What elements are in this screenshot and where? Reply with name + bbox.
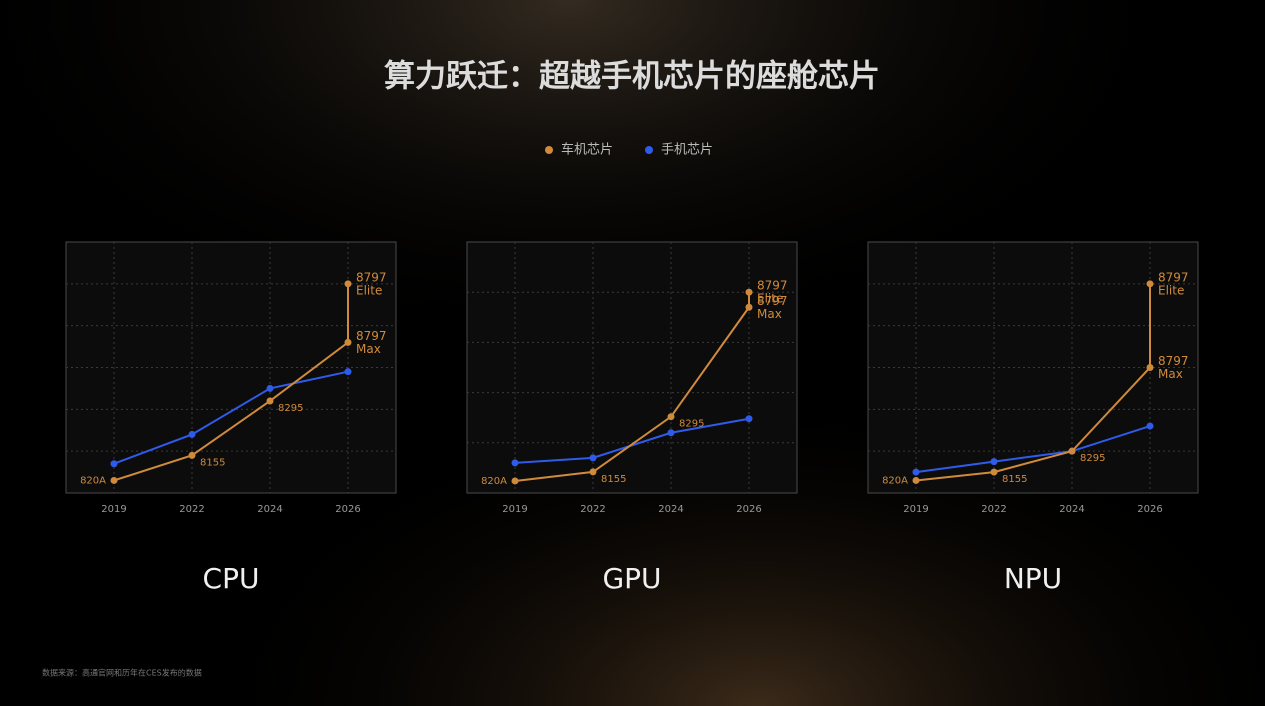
x-tick-label: 2026 (335, 504, 360, 515)
data-point (188, 430, 196, 438)
data-point (344, 368, 352, 376)
point-label: Elite (1158, 283, 1184, 297)
point-label: Max (1158, 367, 1183, 381)
point-label: Max (757, 307, 782, 321)
data-point (667, 413, 675, 421)
x-tick-label: 2022 (179, 504, 204, 515)
point-label: 8155 (601, 474, 626, 485)
legend-dot (545, 146, 553, 154)
x-tick-label: 2019 (903, 504, 928, 515)
point-label: 8295 (1080, 453, 1105, 464)
point-label: Elite (757, 292, 783, 306)
data-point (912, 468, 920, 476)
data-point (344, 338, 352, 346)
legend-dot (645, 146, 653, 154)
point-label: 820A (80, 475, 106, 486)
point-label: Elite (356, 283, 382, 297)
data-point (912, 476, 920, 484)
data-point (990, 458, 998, 466)
data-point (511, 477, 519, 485)
legend-label: 车机芯片 (561, 142, 613, 158)
data-point (1146, 422, 1154, 430)
x-tick-label: 2022 (981, 504, 1006, 515)
data-point (589, 454, 597, 462)
point-label: 8797 (757, 279, 788, 293)
series-line (113, 370, 349, 465)
data-point (990, 468, 998, 476)
point-label: 8155 (1002, 474, 1027, 485)
point-label: 8797 (1158, 270, 1189, 284)
data-point (110, 460, 118, 468)
data-point (745, 288, 753, 296)
data-point (745, 415, 753, 423)
data-point (589, 468, 597, 476)
data-point (110, 476, 118, 484)
slide-title: 算力跃迁：超越手机芯片的座舱芯片 (384, 59, 880, 95)
x-tick-label: 2024 (658, 504, 683, 515)
chart-title: GPU (602, 562, 661, 595)
data-point (1146, 364, 1154, 371)
data-point (188, 451, 196, 459)
data-point (1146, 280, 1154, 288)
x-tick-label: 2026 (1137, 504, 1162, 515)
point-label: 820A (882, 475, 908, 486)
point-label: 820A (481, 476, 507, 487)
plot-area (466, 241, 798, 494)
x-tick-label: 2019 (101, 504, 126, 515)
x-tick-label: 2024 (1059, 504, 1084, 515)
x-tick-label: 2026 (736, 504, 761, 515)
footnote: 数据来源：高通官网和历年在CES发布的数据 (42, 668, 202, 678)
data-point (667, 429, 675, 437)
legend-label: 手机芯片 (661, 143, 713, 158)
point-label: 8155 (200, 457, 225, 468)
data-point (344, 280, 352, 288)
point-label: 8797 (356, 270, 387, 284)
data-point (1068, 447, 1076, 455)
x-tick-label: 2022 (580, 504, 605, 515)
series-line (915, 425, 1151, 474)
point-label: 8797 (356, 329, 387, 343)
point-label: 8797 (757, 294, 788, 308)
point-label: 8797 (1158, 354, 1189, 368)
x-tick-label: 2024 (257, 504, 282, 515)
chart-title: CPU (203, 562, 260, 595)
data-point (266, 384, 274, 392)
data-point (266, 397, 274, 405)
point-label: 8295 (278, 403, 303, 414)
data-point (511, 459, 519, 467)
x-tick-label: 2019 (502, 504, 527, 515)
chart-title: NPU (1004, 562, 1062, 595)
point-label: 8295 (679, 419, 704, 430)
point-label: Max (356, 342, 381, 356)
data-point (745, 303, 753, 311)
